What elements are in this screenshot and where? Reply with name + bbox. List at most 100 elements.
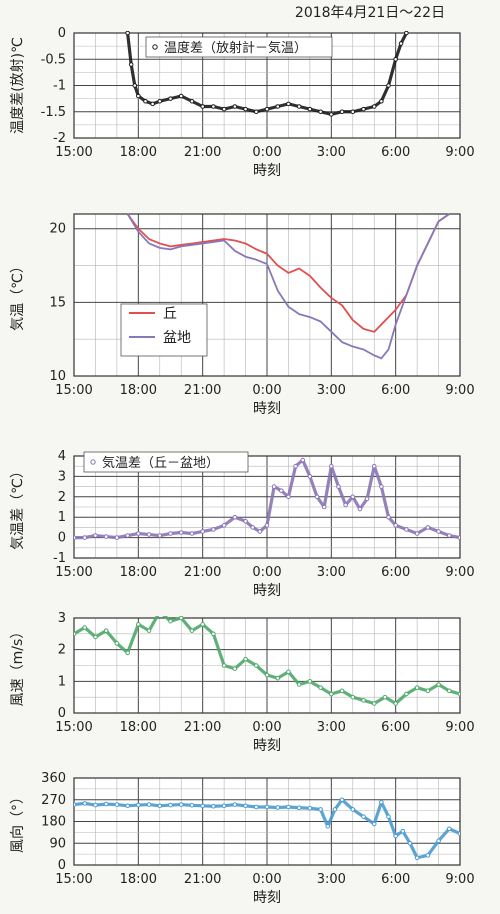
data-point xyxy=(361,698,366,703)
x-tick-label: 3:00 xyxy=(317,565,346,580)
data-point xyxy=(436,838,441,844)
data-layer xyxy=(74,797,460,861)
y-axis-label: 風向（°） xyxy=(10,790,26,853)
data-point xyxy=(446,826,452,832)
data-point xyxy=(264,672,270,678)
data-point xyxy=(221,523,227,528)
data-point xyxy=(253,804,259,810)
data-point xyxy=(371,701,377,706)
y-tick-label: 0 xyxy=(58,706,66,721)
x-tick-label: 15:00 xyxy=(55,383,92,398)
y-tick-label: -0.5 xyxy=(41,52,66,67)
plot-frame xyxy=(73,213,461,377)
legend: 気温差（丘－盆地） xyxy=(83,451,249,473)
chart-panel-4: 3 2 1 015:00 18:00 21:00 0:00 3:00 6:00 9:00 時刻 風速（… xyxy=(10,610,475,754)
data-point xyxy=(264,523,270,528)
data-point xyxy=(286,804,291,810)
x-tick-label: 6:00 xyxy=(381,145,410,160)
plot-frame xyxy=(73,32,461,139)
x-tick-label: 21:00 xyxy=(184,565,221,580)
data-point xyxy=(114,641,120,646)
data-point xyxy=(325,824,331,829)
data-point xyxy=(446,533,452,538)
data-point xyxy=(393,701,398,706)
data-point xyxy=(178,616,184,621)
y-tick-label: 3 xyxy=(58,611,66,626)
y-tick-label: 360 xyxy=(41,771,66,786)
x-tick-label: 15:00 xyxy=(55,872,92,887)
data-point xyxy=(318,685,323,690)
data-layer xyxy=(74,610,460,706)
x-tick-label: 6:00 xyxy=(381,383,410,398)
data-point xyxy=(146,532,152,537)
data-point xyxy=(189,803,195,808)
data-point xyxy=(221,663,227,668)
data-point xyxy=(168,618,173,624)
legend: 温度差（放射計－気温） xyxy=(145,36,333,58)
x-axis-label: 時刻 xyxy=(253,890,281,906)
data-point xyxy=(404,691,409,697)
y-tick-label: -1 xyxy=(53,551,66,566)
data-point xyxy=(314,494,320,500)
data-point xyxy=(457,535,460,540)
data-point xyxy=(143,98,148,104)
data-point xyxy=(243,656,248,662)
y-tick-label: 0 xyxy=(58,858,66,873)
x-tick-label: 0:00 xyxy=(252,145,281,160)
data-point xyxy=(157,98,163,104)
data-point xyxy=(436,682,441,687)
data-point xyxy=(232,666,238,671)
y-axis-label: 気温（℃） xyxy=(10,259,26,331)
y-axis-label: 風速（m/s） xyxy=(10,625,26,707)
data-point xyxy=(125,31,130,36)
legend-label: 盆地 xyxy=(163,330,191,346)
data-point xyxy=(286,101,291,107)
data-point xyxy=(296,805,302,811)
data-point xyxy=(293,463,298,469)
data-point xyxy=(407,840,413,846)
data-point xyxy=(150,101,155,107)
y-tick-label: 1 xyxy=(58,674,66,689)
x-tick-label: 3:00 xyxy=(317,720,346,735)
y-tick-label: -1 xyxy=(53,79,66,94)
y-tick-label: 180 xyxy=(41,815,66,830)
data-point xyxy=(243,106,248,112)
data-point xyxy=(264,106,270,112)
x-tick-label: 6:00 xyxy=(381,720,410,735)
data-point xyxy=(386,83,391,88)
data-point xyxy=(339,109,345,115)
data-point xyxy=(275,805,281,810)
y-tick-label: 4 xyxy=(58,449,66,464)
x-tick-label: 15:00 xyxy=(55,145,92,160)
data-point xyxy=(296,682,302,687)
data-point xyxy=(136,93,141,99)
x-tick-label: 3:00 xyxy=(317,145,346,160)
data-point xyxy=(457,831,460,836)
data-point xyxy=(414,531,420,536)
data-point xyxy=(339,688,345,694)
data-point xyxy=(232,104,238,109)
data-point xyxy=(398,41,404,46)
legend: 丘盆地 xyxy=(120,303,208,357)
data-point xyxy=(158,610,162,614)
data-point xyxy=(329,691,334,697)
data-point xyxy=(404,31,409,36)
x-tick-label: 3:00 xyxy=(317,383,346,398)
data-point xyxy=(286,494,291,500)
y-tick-label: 10 xyxy=(49,369,66,384)
x-tick-label: 21:00 xyxy=(184,145,221,160)
x-tick-label: 21:00 xyxy=(184,383,221,398)
x-tick-label: 21:00 xyxy=(184,872,221,887)
data-layer xyxy=(125,31,409,117)
x-tick-label: 9:00 xyxy=(445,720,474,735)
data-point xyxy=(425,525,431,530)
data-point xyxy=(178,93,184,99)
data-point xyxy=(457,691,460,697)
data-point xyxy=(382,694,388,700)
page-title: 2018年4月21日～22日 xyxy=(294,5,446,21)
data-point xyxy=(74,631,77,637)
data-point xyxy=(400,828,406,834)
y-tick-label: 270 xyxy=(41,793,66,808)
data-point xyxy=(275,675,281,681)
